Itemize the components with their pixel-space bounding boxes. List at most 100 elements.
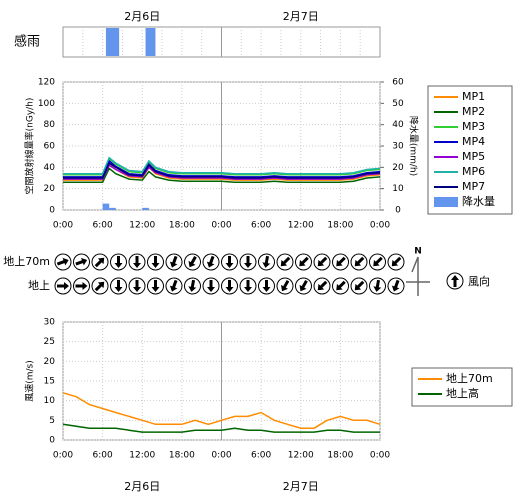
x-tick-label: 6:00	[251, 451, 271, 461]
y-tick-label: 20	[44, 357, 56, 367]
arrow-shape	[169, 255, 178, 268]
arrow-shape	[94, 281, 105, 292]
y-tick-label: 100	[38, 99, 55, 109]
x-tick-label: 12:00	[288, 451, 314, 461]
x-tick-label: 18:00	[169, 221, 195, 231]
series-line	[63, 156, 381, 175]
arrow-shape	[299, 280, 308, 292]
wind-arrow	[202, 253, 220, 271]
arrow-shape	[207, 280, 215, 292]
date-label: 2月6日	[124, 10, 160, 23]
wind-arrow	[313, 277, 331, 295]
x-tick-label: 6:00	[93, 451, 113, 461]
wind-arrow	[295, 277, 312, 295]
x-tick-label: 0:00	[53, 221, 73, 231]
x-tick-label: 0:00	[211, 221, 231, 231]
wind-arrow	[239, 253, 257, 271]
y-tick-label: 30	[44, 318, 56, 328]
legend-swatch	[434, 197, 458, 207]
legend-label: MP7	[462, 180, 485, 193]
wind-arrow	[165, 277, 183, 295]
arrow-shape	[57, 282, 69, 290]
wind-arrow	[128, 253, 146, 271]
y2-tick-label: 40	[392, 120, 404, 130]
x-tick-label: 0:00	[370, 451, 390, 461]
x-tick-label: 6:00	[251, 221, 271, 231]
series-line	[63, 159, 381, 178]
series-line	[63, 161, 381, 179]
x-tick-label: 6:00	[93, 221, 113, 231]
arrow-shape	[56, 257, 69, 266]
legend-label: MP3	[462, 120, 485, 133]
x-tick-label: 0:00	[211, 451, 231, 461]
y-tick-label: 0	[49, 206, 55, 216]
x-tick-label: 18:00	[169, 451, 195, 461]
arrow-shape	[354, 280, 365, 291]
x-tick-label: 18:00	[327, 451, 353, 461]
y-tick-label: 15	[44, 377, 55, 387]
arrow-shape	[391, 256, 402, 267]
arrow-shape	[114, 280, 123, 292]
wind-arrow	[147, 277, 164, 295]
y-tick-label: 40	[44, 163, 56, 173]
y-tick-label: 0	[49, 436, 55, 446]
arrow-shape	[188, 256, 197, 268]
y-tick-label: 80	[44, 120, 56, 130]
arrow-shape	[225, 256, 234, 268]
arrow-shape	[317, 256, 328, 267]
legend-label: MP5	[462, 150, 485, 163]
arrow-shape	[94, 257, 105, 268]
arrow-shape	[391, 279, 400, 292]
series-line	[62, 392, 381, 429]
wind-arrow	[350, 253, 368, 271]
arrow-shape	[336, 256, 346, 267]
y2-tick-label: 10	[392, 184, 404, 194]
arrow-shape	[244, 256, 252, 268]
y-tick-label: 60	[44, 142, 56, 152]
arrow-shape	[373, 256, 383, 267]
wind-arrow	[202, 277, 220, 295]
wind-arrow	[332, 253, 349, 271]
y-axis-label: 空間放射線量率(nGy/h)	[24, 98, 36, 195]
wind-arrow	[184, 253, 201, 271]
y-tick-label: 5	[49, 416, 55, 426]
y2-tick-label: 60	[392, 78, 404, 88]
legend-label: MP2	[462, 105, 485, 118]
wind-arrow	[184, 277, 201, 295]
arrow-shape	[373, 279, 382, 292]
series-line	[63, 164, 381, 180]
wind-arrow	[221, 277, 238, 295]
row-label: 感雨	[14, 34, 40, 50]
date-label: 2月7日	[283, 480, 319, 493]
rain-period	[105, 28, 120, 56]
wind-arrow	[387, 253, 405, 271]
wind-arrow	[350, 277, 368, 295]
y2-tick-label: 0	[395, 206, 401, 216]
wind-arrow	[54, 277, 72, 295]
wind-arrow	[276, 277, 294, 295]
arrow-shape	[299, 256, 309, 267]
wind-arrow	[110, 253, 127, 271]
x-tick-label: 0:00	[370, 221, 390, 231]
arrow-shape	[114, 256, 123, 268]
legend-label: 風向	[468, 274, 490, 288]
wind-arrow	[239, 277, 257, 295]
arrow-shape	[151, 256, 160, 268]
arrow-shape	[244, 280, 252, 292]
wind-arrow	[313, 253, 331, 271]
wind-arrow	[258, 277, 275, 295]
x-tick-label: 12:00	[288, 221, 314, 231]
arrow-shape	[354, 256, 365, 267]
north-label: N	[414, 247, 422, 257]
arrow-shape	[188, 279, 197, 292]
legend-label: MP6	[462, 165, 485, 178]
arrow-shape	[75, 257, 88, 266]
rain-period	[145, 28, 156, 56]
legend-label: 地上高	[446, 386, 479, 400]
wind-arrow	[446, 272, 464, 290]
y-tick-label: 25	[44, 337, 55, 347]
legend-label: MP1	[462, 90, 485, 103]
row-label: 地上70m	[3, 255, 50, 268]
wind-arrow	[73, 253, 90, 271]
